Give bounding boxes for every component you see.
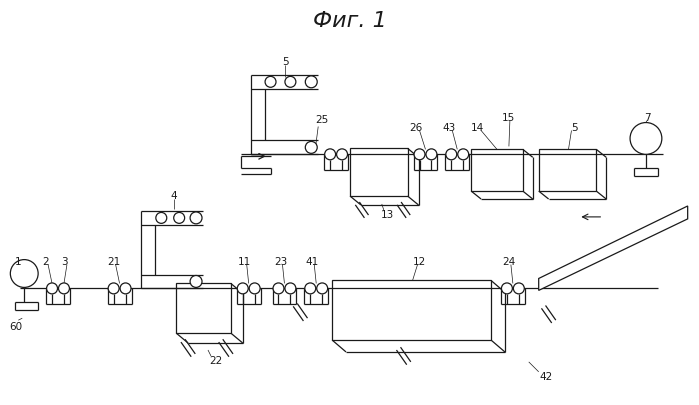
Circle shape xyxy=(426,149,437,160)
Circle shape xyxy=(305,283,316,294)
Circle shape xyxy=(337,149,347,160)
Circle shape xyxy=(285,77,296,88)
Bar xyxy=(471,150,523,192)
Text: 12: 12 xyxy=(413,256,426,266)
Text: 7: 7 xyxy=(644,112,650,122)
Text: 14: 14 xyxy=(470,122,484,132)
Text: 1: 1 xyxy=(15,256,22,266)
Circle shape xyxy=(513,283,524,294)
Circle shape xyxy=(108,283,119,294)
Circle shape xyxy=(59,283,69,294)
Circle shape xyxy=(237,283,248,294)
Circle shape xyxy=(446,149,456,160)
Bar xyxy=(176,284,231,333)
Text: 22: 22 xyxy=(209,355,222,365)
Text: 4: 4 xyxy=(171,191,178,200)
Bar xyxy=(332,281,491,340)
Circle shape xyxy=(305,142,317,154)
Circle shape xyxy=(10,260,38,288)
Circle shape xyxy=(120,283,131,294)
Text: 5: 5 xyxy=(571,122,578,132)
Circle shape xyxy=(501,283,512,294)
Circle shape xyxy=(156,213,167,224)
Text: 23: 23 xyxy=(274,256,287,266)
Circle shape xyxy=(458,149,468,160)
Text: 41: 41 xyxy=(305,256,319,266)
Circle shape xyxy=(305,77,317,89)
Circle shape xyxy=(174,213,185,224)
Text: 3: 3 xyxy=(62,256,69,266)
Text: 43: 43 xyxy=(442,122,456,132)
Circle shape xyxy=(414,149,425,160)
Text: 25: 25 xyxy=(315,114,329,124)
Circle shape xyxy=(265,77,276,88)
Circle shape xyxy=(249,283,260,294)
Text: 13: 13 xyxy=(381,209,394,220)
Circle shape xyxy=(273,283,284,294)
Text: 5: 5 xyxy=(282,57,289,67)
Bar xyxy=(350,149,408,196)
Text: Фиг. 1: Фиг. 1 xyxy=(313,11,387,31)
Text: 26: 26 xyxy=(409,122,422,132)
Circle shape xyxy=(285,283,296,294)
Text: 42: 42 xyxy=(539,371,552,381)
Polygon shape xyxy=(539,207,688,291)
Bar xyxy=(539,150,596,192)
Circle shape xyxy=(190,276,202,288)
Text: 21: 21 xyxy=(107,256,120,266)
Circle shape xyxy=(317,283,328,294)
Text: 2: 2 xyxy=(42,256,48,266)
Circle shape xyxy=(47,283,57,294)
Text: 60: 60 xyxy=(10,321,23,331)
Circle shape xyxy=(630,123,662,155)
Circle shape xyxy=(324,149,336,160)
Text: 11: 11 xyxy=(238,256,252,266)
Text: 15: 15 xyxy=(503,112,516,122)
Circle shape xyxy=(190,212,202,224)
Text: 24: 24 xyxy=(503,256,516,266)
